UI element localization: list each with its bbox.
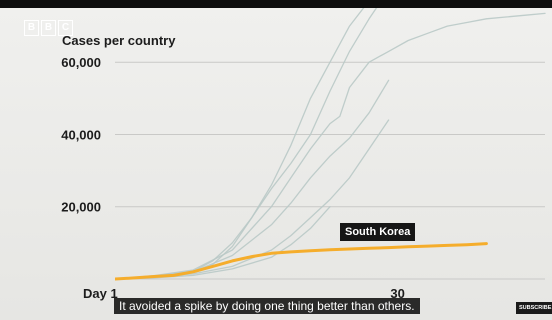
south-korea-annotation: South Korea [340, 223, 416, 241]
x-tick-label: Day 1 [83, 286, 118, 301]
video-subtitle: It avoided a spike by doing one thing be… [114, 298, 420, 314]
subscribe-button[interactable]: SUBSCRIBE [516, 302, 552, 314]
x-tick-labels: Day 1 30 [83, 286, 405, 301]
x-tick-label: 30 [390, 286, 404, 301]
bbc-logo: B B C [24, 20, 73, 36]
series-line-other-country [115, 12, 546, 280]
grid-layer [115, 61, 545, 280]
bbc-logo-letter: B [41, 20, 56, 36]
y-tick-labels: 20,000 40,000 60,000 [61, 55, 101, 215]
top-bar [0, 0, 552, 8]
y-tick-label: 40,000 [61, 127, 101, 142]
series-line-south-korea [115, 242, 488, 281]
y-tick-label: 60,000 [61, 55, 101, 70]
bbc-logo-letter: B [24, 20, 39, 36]
chart-title: Cases per country [62, 33, 176, 48]
y-tick-label: 20,000 [61, 200, 101, 215]
series-layer [115, 8, 546, 281]
bbc-logo-letter: C [58, 20, 73, 36]
